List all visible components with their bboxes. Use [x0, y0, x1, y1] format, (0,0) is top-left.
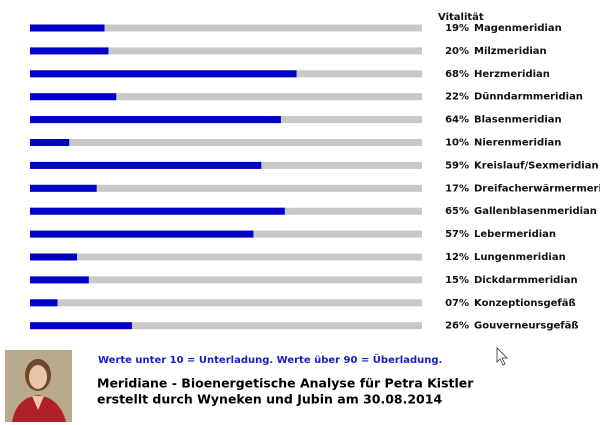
note: Werte unter 10 = Unterladung. Werte über… [98, 352, 442, 366]
category-label: Milzmeridian [474, 46, 547, 57]
value-label: 68% [445, 69, 469, 80]
value-label: 17% [445, 183, 469, 194]
bar [30, 322, 132, 330]
category-label: Blasenmeridian [474, 115, 562, 126]
bar [30, 184, 97, 192]
bar [30, 299, 58, 307]
bar-track [30, 299, 422, 307]
bar-track [30, 47, 422, 55]
value-label: 64% [445, 115, 469, 126]
value-label: 10% [445, 138, 469, 149]
cursor [496, 347, 508, 366]
bar-track [30, 139, 422, 146]
bar [30, 47, 109, 55]
category-label: Magenmeridian [474, 23, 562, 34]
bar [30, 93, 117, 101]
bar [30, 276, 89, 284]
category-label: Dickdarmmeridian [474, 275, 578, 286]
category-label: Nierenmeridian [474, 138, 561, 149]
category-label: Lungenmeridian [474, 252, 566, 263]
value-label: 57% [445, 229, 469, 240]
bar-track [30, 276, 422, 284]
bar [30, 70, 297, 78]
value-label: 26% [445, 321, 469, 332]
bar-track [30, 184, 422, 192]
category-label: Dreifacherwärmermeridian [474, 183, 600, 194]
portrait [5, 350, 72, 422]
value-label: 22% [445, 92, 469, 103]
category-label: Gallenblasenmeridian [474, 206, 597, 217]
category-label: Konzeptionsgefäß [474, 298, 576, 309]
bar [30, 207, 285, 215]
bar [30, 24, 105, 32]
bar [30, 230, 254, 238]
bar-track [30, 253, 422, 261]
chart-title: Meridiane - Bioenergetische Analyse für … [97, 376, 474, 391]
value-header: Vitalität [438, 12, 484, 23]
bar-track [30, 322, 422, 330]
bar [30, 253, 78, 261]
value-label: 15% [445, 275, 469, 286]
bar-track [30, 93, 422, 101]
category-label: Herzmeridian [474, 69, 550, 80]
bar [30, 116, 281, 124]
value-label: 65% [445, 206, 469, 217]
value-label: 07% [445, 298, 469, 309]
bar-track [30, 24, 422, 32]
category-label: Dünndarmmeridian [474, 92, 583, 103]
bar [30, 139, 70, 146]
value-label: 59% [445, 160, 469, 171]
chart-subtitle: erstellt durch Wyneken und Jubin am 30.0… [97, 392, 442, 407]
value-label: 19% [445, 23, 469, 34]
category-label: Kreislauf/Sexmeridian [474, 160, 599, 171]
bar [30, 161, 262, 169]
value-label: 12% [445, 252, 469, 263]
category-label: Gouverneursgefäß [474, 321, 579, 332]
category-label: Lebermeridian [474, 229, 556, 240]
value-label: 20% [445, 46, 469, 57]
